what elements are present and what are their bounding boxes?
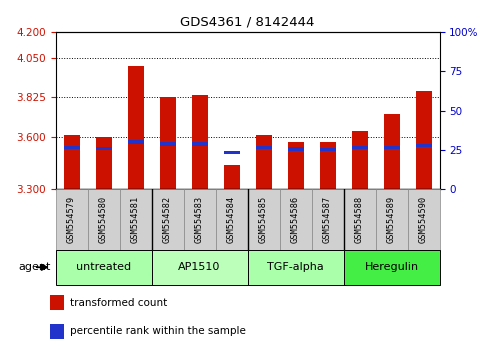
Bar (159, 97, 175, 189)
Bar (192, 95, 208, 189)
Bar (192, 142, 208, 145)
Bar (64, 146, 80, 149)
Text: GSM554587: GSM554587 (323, 196, 332, 243)
Bar (320, 148, 336, 151)
Bar (184, 189, 215, 250)
Bar (256, 146, 271, 149)
Bar (312, 189, 343, 250)
Bar (56, 189, 87, 250)
Bar (343, 189, 376, 250)
Text: Heregulin: Heregulin (365, 262, 419, 272)
Text: GSM554582: GSM554582 (163, 196, 172, 243)
Bar (50, 324, 64, 338)
Bar (64, 135, 80, 189)
Text: GSM554580: GSM554580 (99, 196, 108, 243)
Bar (159, 142, 175, 145)
Text: AP1510: AP1510 (178, 262, 221, 272)
Text: GSM554585: GSM554585 (259, 196, 268, 243)
Bar (352, 146, 368, 149)
Text: agent: agent (18, 262, 51, 272)
Bar (384, 146, 399, 149)
Bar (96, 137, 112, 189)
Bar (128, 141, 143, 143)
Text: GSM554588: GSM554588 (355, 196, 364, 243)
Bar (248, 250, 343, 285)
Text: GSM554589: GSM554589 (387, 196, 396, 243)
Bar (384, 114, 399, 189)
Text: GSM554590: GSM554590 (419, 196, 428, 243)
Text: GSM554584: GSM554584 (227, 196, 236, 243)
Text: percentile rank within the sample: percentile rank within the sample (71, 326, 246, 336)
Bar (408, 189, 440, 250)
Bar (415, 144, 431, 147)
Bar (343, 250, 440, 285)
Bar (256, 136, 271, 189)
Text: TGF-alpha: TGF-alpha (267, 262, 324, 272)
Bar (287, 147, 303, 150)
Bar (56, 250, 152, 285)
Text: GSM554583: GSM554583 (195, 196, 204, 243)
Bar (215, 189, 248, 250)
Text: GSM554579: GSM554579 (67, 196, 76, 243)
Bar (224, 165, 240, 189)
Bar (280, 189, 312, 250)
Bar (320, 142, 336, 189)
Bar (376, 189, 408, 250)
Text: untreated: untreated (76, 262, 131, 272)
Bar (96, 147, 112, 150)
Bar (128, 66, 143, 189)
Bar (224, 151, 240, 154)
Bar (415, 91, 431, 189)
Bar (352, 131, 368, 189)
Bar (120, 189, 152, 250)
Bar (152, 189, 184, 250)
Text: transformed count: transformed count (71, 298, 168, 308)
Text: GDS4361 / 8142444: GDS4361 / 8142444 (180, 16, 315, 29)
Bar (87, 189, 120, 250)
Bar (50, 296, 64, 310)
Text: GSM554586: GSM554586 (291, 196, 300, 243)
Bar (248, 189, 280, 250)
Bar (287, 142, 303, 189)
Bar (152, 250, 248, 285)
Text: GSM554581: GSM554581 (131, 196, 140, 243)
